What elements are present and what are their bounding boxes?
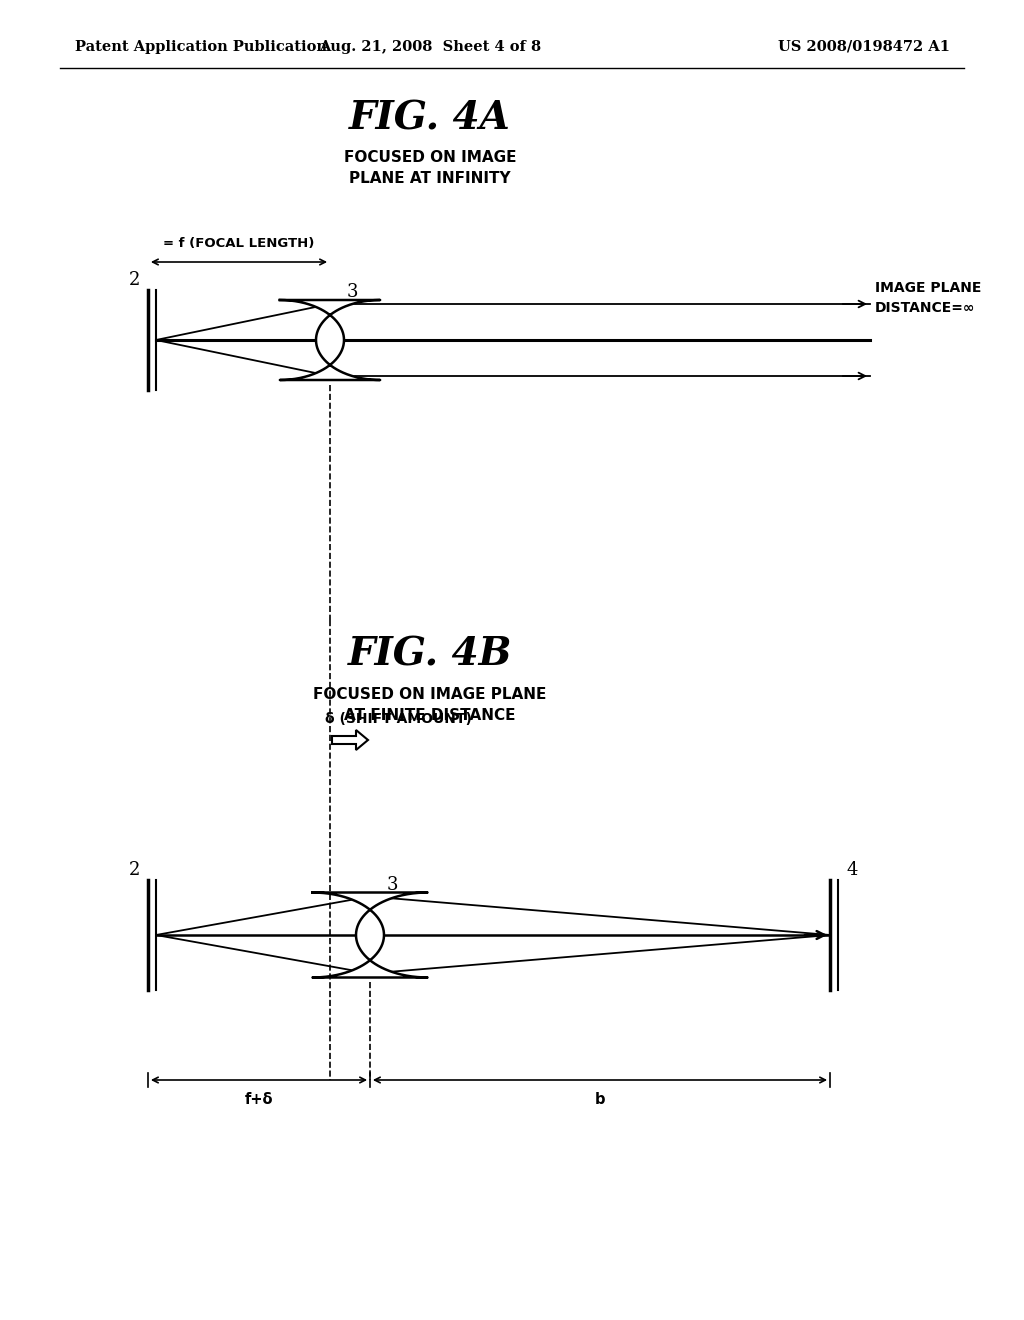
Text: US 2008/0198472 A1: US 2008/0198472 A1 bbox=[778, 40, 950, 54]
Text: FIG. 4B: FIG. 4B bbox=[348, 636, 512, 675]
Polygon shape bbox=[280, 300, 380, 380]
Text: 4: 4 bbox=[846, 861, 858, 879]
Text: = f (FOCAL LENGTH): = f (FOCAL LENGTH) bbox=[163, 238, 314, 249]
Text: 3: 3 bbox=[346, 282, 357, 301]
Text: Aug. 21, 2008  Sheet 4 of 8: Aug. 21, 2008 Sheet 4 of 8 bbox=[318, 40, 541, 54]
Text: b: b bbox=[595, 1092, 605, 1107]
Text: δ (SHIFT AMOUNT): δ (SHIFT AMOUNT) bbox=[325, 711, 472, 726]
Text: IMAGE PLANE
DISTANCE=∞: IMAGE PLANE DISTANCE=∞ bbox=[874, 281, 981, 314]
Text: f+δ: f+δ bbox=[245, 1092, 273, 1107]
Text: FOCUSED ON IMAGE PLANE
AT FINITE DISTANCE: FOCUSED ON IMAGE PLANE AT FINITE DISTANC… bbox=[313, 686, 547, 723]
Text: FOCUSED ON IMAGE
PLANE AT INFINITY: FOCUSED ON IMAGE PLANE AT INFINITY bbox=[344, 150, 516, 186]
Text: Patent Application Publication: Patent Application Publication bbox=[75, 40, 327, 54]
Text: 3: 3 bbox=[386, 875, 397, 894]
Polygon shape bbox=[312, 892, 427, 978]
FancyArrow shape bbox=[332, 730, 368, 750]
Text: FIG. 4A: FIG. 4A bbox=[349, 99, 511, 137]
Text: 2: 2 bbox=[128, 861, 139, 879]
Text: 2: 2 bbox=[128, 271, 139, 289]
